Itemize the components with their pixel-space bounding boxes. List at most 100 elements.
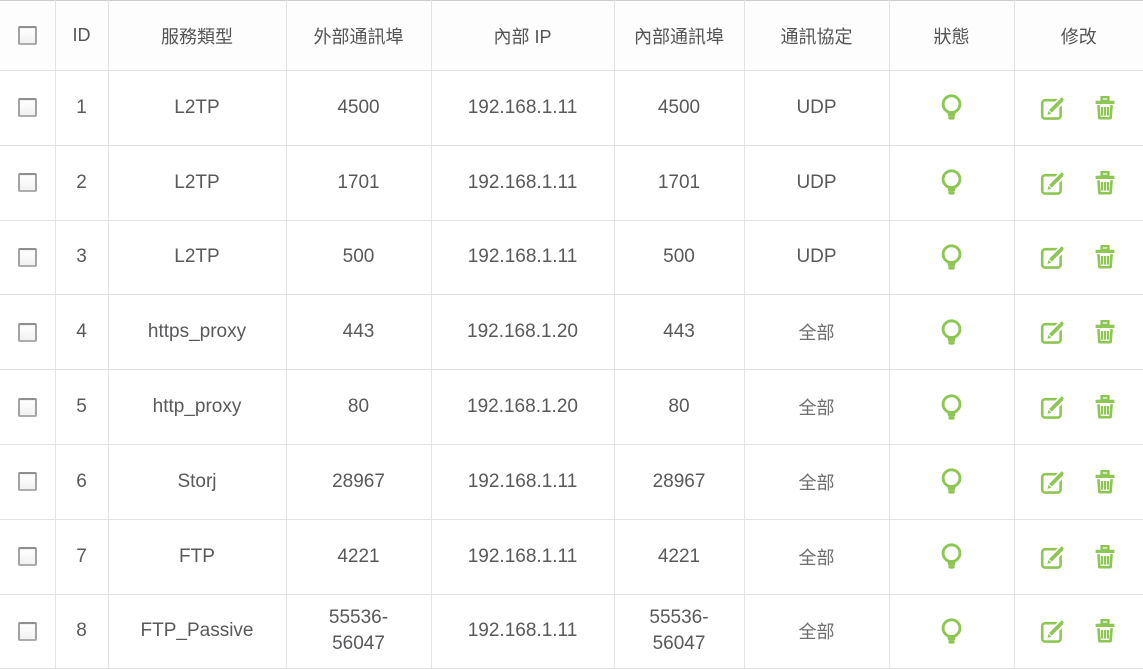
edit-icon[interactable] (1039, 468, 1067, 496)
internal-ip: 192.168.1.11 (430, 593, 615, 669)
service-type: FTP_Passive (107, 593, 287, 669)
internal-port: 4500 (613, 70, 745, 146)
internal-ip: 192.168.1.20 (430, 294, 615, 371)
modify-cell (1013, 70, 1143, 146)
internal-ip: 192.168.1.20 (430, 369, 615, 445)
status-lightbulb-icon[interactable] (936, 167, 967, 198)
external-port: 55536-56047 (285, 593, 432, 669)
row-id: 6 (54, 443, 109, 520)
table-header: ID 服務類型 外部通訊埠 內部 IP 內部通訊埠 通訊協定 狀態 修改 (0, 0, 1143, 71)
row-id: 8 (54, 593, 109, 669)
edit-icon[interactable] (1039, 94, 1067, 122)
row-id: 3 (54, 219, 109, 296)
select-cell (0, 144, 56, 221)
external-port: 80 (285, 369, 432, 445)
row-checkbox[interactable] (17, 98, 37, 118)
status-cell (888, 294, 1015, 371)
row-checkbox[interactable] (17, 173, 37, 193)
row-id: 5 (54, 369, 109, 445)
status-lightbulb-icon[interactable] (936, 317, 967, 348)
internal-ip: 192.168.1.11 (430, 443, 615, 520)
edit-icon[interactable] (1039, 617, 1067, 645)
header-internal-port: 內部通訊埠 (613, 0, 745, 71)
status-lightbulb-icon[interactable] (936, 92, 967, 123)
trash-icon[interactable] (1091, 94, 1119, 122)
select-cell (0, 294, 56, 371)
internal-port-value: 500 (663, 246, 695, 268)
internal-port: 1701 (613, 144, 745, 221)
external-port: 500 (285, 219, 432, 296)
status-lightbulb-icon[interactable] (936, 541, 967, 572)
modify-cell (1013, 219, 1143, 296)
external-port: 4500 (285, 70, 432, 146)
table-row: 3 L2TP 500 192.168.1.11 500 UDP (0, 219, 1143, 296)
trash-icon[interactable] (1091, 468, 1119, 496)
edit-icon[interactable] (1039, 169, 1067, 197)
modify-cell (1013, 369, 1143, 445)
row-id: 7 (54, 518, 109, 595)
internal-port: 28967 (613, 443, 745, 520)
edit-icon[interactable] (1039, 393, 1067, 421)
modify-cell (1013, 144, 1143, 221)
row-checkbox[interactable] (17, 472, 37, 492)
row-checkbox[interactable] (17, 397, 37, 417)
status-cell (888, 219, 1015, 296)
external-port-value: 80 (347, 396, 370, 418)
internal-port-value: 1701 (657, 171, 701, 193)
protocol: 全部 (743, 294, 890, 371)
edit-icon[interactable] (1039, 318, 1067, 346)
trash-icon[interactable] (1091, 393, 1119, 421)
internal-port-value: 28967 (652, 470, 706, 492)
select-cell (0, 443, 56, 520)
row-checkbox[interactable] (17, 247, 37, 267)
row-checkbox[interactable] (17, 547, 37, 567)
internal-port: 4221 (613, 518, 745, 595)
protocol: 全部 (743, 518, 890, 595)
internal-port: 500 (613, 219, 745, 296)
status-lightbulb-icon[interactable] (936, 616, 967, 647)
select-cell (0, 70, 56, 146)
internal-port: 55536-56047 (613, 593, 745, 669)
status-cell (888, 70, 1015, 146)
protocol: 全部 (743, 593, 890, 669)
trash-icon[interactable] (1091, 617, 1119, 645)
header-row: ID 服務類型 外部通訊埠 內部 IP 內部通訊埠 通訊協定 狀態 修改 (0, 0, 1143, 71)
external-port-value: 28967 (332, 470, 385, 492)
status-lightbulb-icon[interactable] (936, 466, 967, 497)
status-cell (888, 443, 1015, 520)
protocol: 全部 (743, 443, 890, 520)
status-cell (888, 369, 1015, 445)
table-row: 6 Storj 28967 192.168.1.11 28967 全部 (0, 443, 1143, 520)
table-row: 2 L2TP 1701 192.168.1.11 1701 UDP (0, 144, 1143, 221)
modify-actions (1015, 393, 1143, 421)
trash-icon[interactable] (1091, 543, 1119, 571)
table-row: 8 FTP_Passive 55536-56047 192.168.1.11 5… (0, 593, 1143, 669)
internal-port-value: 4221 (657, 545, 701, 567)
external-port-value: 55536-56047 (328, 607, 389, 655)
trash-icon[interactable] (1091, 169, 1119, 197)
internal-port-value: 55536-56047 (649, 607, 709, 655)
header-status: 狀態 (888, 0, 1015, 71)
trash-icon[interactable] (1091, 243, 1119, 271)
row-checkbox[interactable] (17, 621, 37, 641)
modify-actions (1015, 243, 1143, 271)
edit-icon[interactable] (1039, 243, 1067, 271)
status-lightbulb-icon[interactable] (936, 392, 967, 423)
service-type: L2TP (107, 70, 287, 146)
modify-actions (1015, 318, 1143, 346)
select-cell (0, 518, 56, 595)
table-row: 4 https_proxy 443 192.168.1.20 443 全部 (0, 294, 1143, 371)
service-type: https_proxy (107, 294, 287, 371)
internal-port-value: 80 (668, 396, 690, 418)
status-lightbulb-icon[interactable] (936, 242, 967, 273)
internal-port: 443 (613, 294, 745, 371)
service-type: L2TP (107, 144, 287, 221)
modify-cell (1013, 294, 1143, 371)
edit-icon[interactable] (1039, 543, 1067, 571)
modify-cell (1013, 518, 1143, 595)
row-checkbox[interactable] (17, 322, 37, 342)
internal-port: 80 (613, 369, 745, 445)
modify-actions (1015, 169, 1143, 197)
select-all-checkbox[interactable] (17, 26, 37, 45)
trash-icon[interactable] (1091, 318, 1119, 346)
